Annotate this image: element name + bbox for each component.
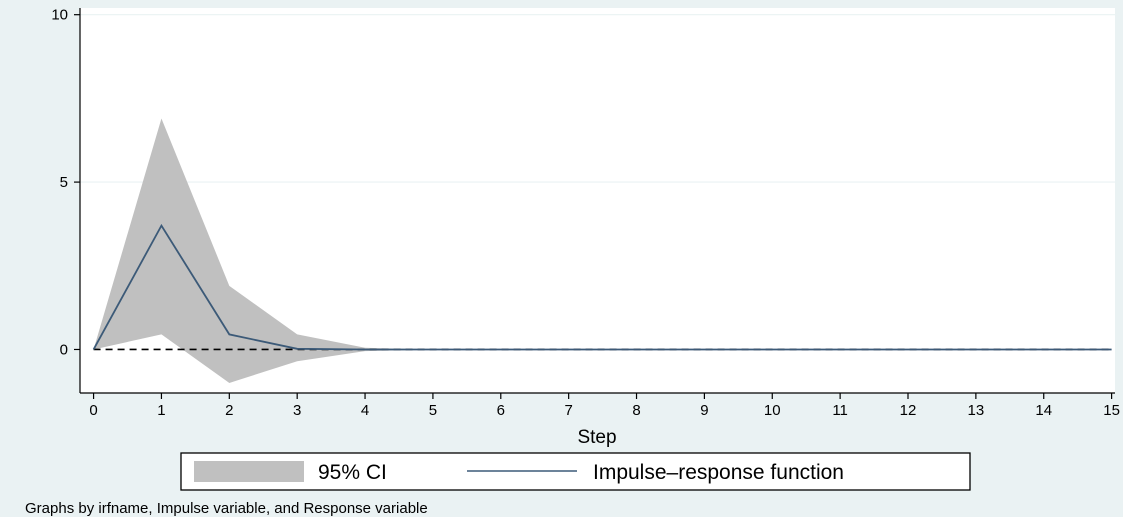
xtick-label-10: 10: [764, 402, 781, 419]
xtick-label-14: 14: [1035, 402, 1052, 419]
ci-band-layer: [93, 118, 1112, 383]
legend-ci-swatch: [194, 461, 304, 482]
y-ticks: 0 5 10: [51, 7, 80, 358]
legend-irf-label: Impulse–response function: [593, 461, 844, 484]
xtick-label-4: 4: [361, 402, 369, 419]
xtick-label-8: 8: [632, 402, 640, 419]
graph-note: Graphs by irfname, Impulse variable, and…: [25, 500, 428, 517]
xtick-label-12: 12: [900, 402, 917, 419]
xtick-label-11: 11: [832, 402, 848, 419]
xtick-label-15: 15: [1103, 402, 1120, 419]
x-ticks: 0 1 2 3 4 5 6 7 8 9 10 11 12 13 14 15: [89, 393, 1120, 419]
xtick-label-3: 3: [293, 402, 301, 419]
xtick-label-0: 0: [89, 402, 97, 419]
irf-line-layer: [92, 223, 1112, 351]
ytick-label-10: 10: [51, 7, 68, 24]
xtick-label-1: 1: [157, 402, 165, 419]
xtick-label-2: 2: [225, 402, 233, 419]
grid: [80, 14, 1115, 183]
ci-band: [93, 118, 1112, 383]
xtick-label-6: 6: [497, 402, 505, 419]
xtick-label-5: 5: [429, 402, 437, 419]
xtick-label-9: 9: [700, 402, 708, 419]
ytick-label-5: 5: [60, 174, 68, 191]
x-axis-title: Step: [577, 427, 616, 448]
xtick-label-13: 13: [968, 402, 985, 419]
ytick-label-0: 0: [60, 341, 68, 358]
xtick-label-7: 7: [564, 402, 572, 419]
irf-line: [92, 223, 1112, 351]
legend-ci-label: 95% CI: [318, 461, 387, 484]
